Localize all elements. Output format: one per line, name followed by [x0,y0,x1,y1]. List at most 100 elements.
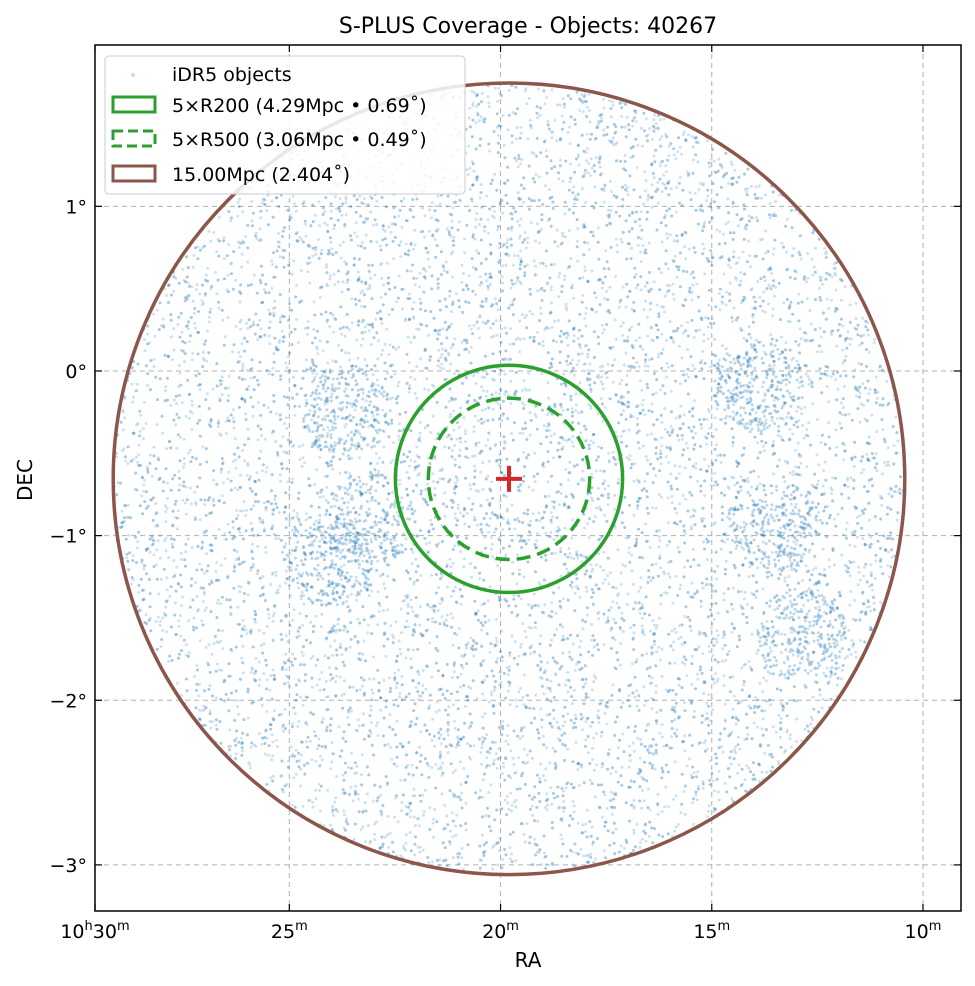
data-point [598,806,602,810]
data-point [311,805,315,809]
data-point [798,532,802,536]
data-point [373,832,377,836]
data-point [495,657,499,661]
data-point [582,854,586,858]
data-point [190,411,194,415]
data-point [351,685,355,689]
data-point [440,467,444,471]
data-point [376,623,380,627]
data-point [636,243,640,247]
data-point [762,676,766,680]
data-point [513,640,517,644]
data-point [278,473,282,477]
data-point [690,290,694,294]
data-point [241,210,245,214]
data-point [260,703,264,707]
data-point [407,390,411,394]
data-point [395,719,399,723]
data-point [761,587,765,591]
data-point [344,197,348,201]
data-point [663,407,667,410]
data-point [597,445,600,449]
data-point [366,631,369,635]
data-point [226,477,230,481]
data-point [707,303,711,307]
data-point [223,700,227,704]
data-point [222,236,226,240]
data-point [443,491,447,495]
data-point [452,428,456,432]
data-point [259,327,263,331]
data-point [642,685,646,689]
data-point [691,363,695,367]
data-point [279,774,283,778]
data-point [583,172,587,175]
data-point [183,501,187,505]
data-point [451,856,455,860]
data-point [850,530,854,534]
data-point [539,666,543,670]
data-point [159,577,163,581]
data-point [220,393,224,396]
data-point [356,244,360,248]
data-point [460,856,464,860]
data-point [236,513,240,517]
data-point [298,520,301,524]
data-point [364,399,368,403]
data-point [441,367,445,371]
data-point [551,515,555,519]
data-point [759,196,763,200]
data-point [705,701,709,705]
data-point [656,803,659,807]
data-point [342,826,346,830]
data-point [594,156,598,160]
data-point [606,616,610,620]
data-point [282,450,286,454]
data-point [574,713,577,717]
data-point [311,655,315,658]
data-point [763,449,767,453]
data-point [801,423,805,427]
data-point [271,740,275,744]
data-point [547,494,551,498]
data-point [650,744,654,748]
data-point [739,488,743,492]
data-point [371,691,375,695]
data-point [499,681,503,684]
data-point [331,814,335,817]
data-point [515,159,519,163]
data-point [713,337,717,341]
data-point [829,375,833,379]
data-point [661,181,665,185]
data-point [349,592,353,596]
data-point [455,437,459,441]
data-point [731,675,735,679]
data-point [763,394,767,398]
data-point [290,755,293,758]
data-point [240,749,244,753]
data-point [511,560,515,564]
data-point [683,734,686,738]
data-point [451,616,455,620]
data-point [677,344,681,348]
data-point [671,282,675,286]
data-point [794,502,798,506]
data-point [414,685,418,689]
data-point [271,263,275,266]
data-point [209,239,213,243]
data-point [570,658,574,662]
data-point [818,693,822,697]
data-point [669,472,673,476]
data-point [488,700,491,704]
data-point [654,391,658,395]
data-point [554,490,558,494]
data-point [340,578,343,581]
data-point [513,393,517,397]
data-point [791,534,795,538]
data-point [769,532,773,536]
data-point [545,281,549,285]
data-point [809,715,813,719]
data-point [343,334,347,338]
data-point [495,640,499,643]
data-point [658,164,662,168]
